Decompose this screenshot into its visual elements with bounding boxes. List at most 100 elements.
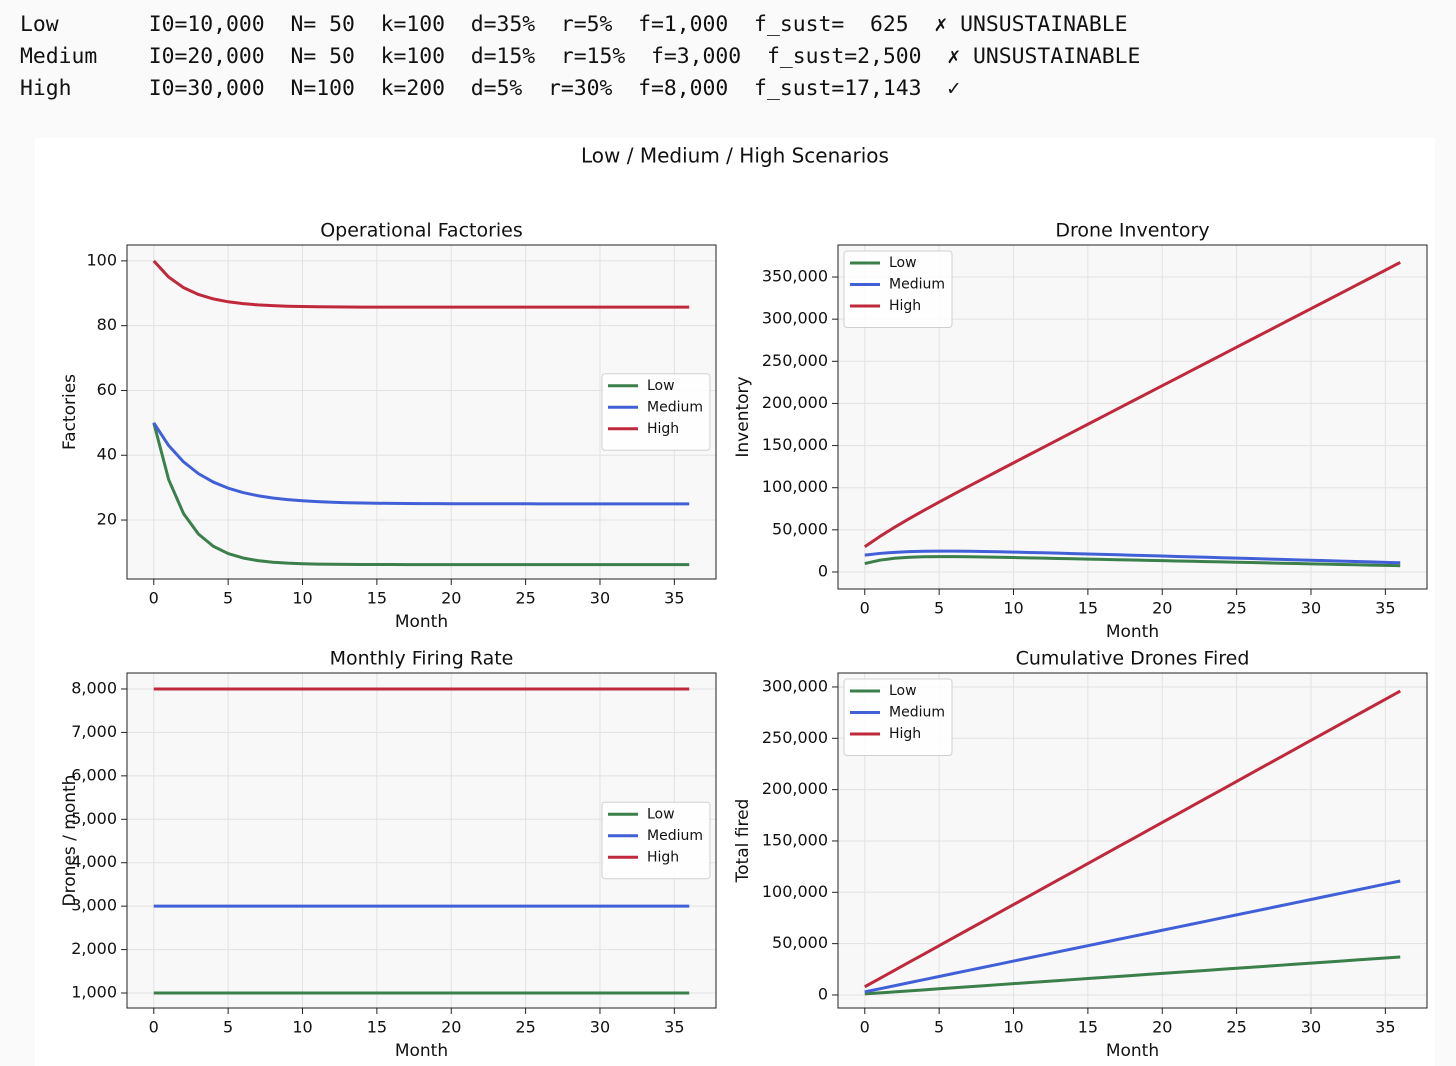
y-tick-label: 0 xyxy=(818,984,828,1003)
y-tick-label: 20 xyxy=(97,510,117,529)
y-tick-label: 250,000 xyxy=(762,351,828,370)
y-tick-label: 350,000 xyxy=(762,267,828,286)
x-tick-label: 35 xyxy=(1375,1018,1395,1037)
y-tick-label: 300,000 xyxy=(762,676,828,695)
plot-frame xyxy=(837,672,1428,1009)
x-tick-label: 0 xyxy=(860,599,870,618)
series-line xyxy=(864,555,1401,568)
figure-title: Low / Medium / High Scenarios xyxy=(581,144,889,168)
chart-title: Operational Factories xyxy=(320,220,523,242)
y-tick-label: 5,000 xyxy=(71,809,117,828)
plot-frame xyxy=(837,244,1428,590)
legend-label: High xyxy=(889,298,921,314)
y-tick-label: 200,000 xyxy=(762,393,828,412)
x-tick-label: 10 xyxy=(1003,599,1023,618)
x-tick-label: 10 xyxy=(292,1018,312,1037)
y-tick-label: 0 xyxy=(818,561,828,580)
x-tick-label: 5 xyxy=(934,599,944,618)
x-tick-label: 0 xyxy=(860,1018,870,1037)
y-tick-label: 8,000 xyxy=(71,678,117,697)
series-line xyxy=(864,689,1401,989)
x-tick-label: 25 xyxy=(515,589,535,608)
chart-title: Monthly Firing Rate xyxy=(330,648,514,670)
legend-box xyxy=(601,801,711,880)
x-tick-label: 35 xyxy=(1375,599,1395,618)
x-tick-label: 35 xyxy=(664,1018,684,1037)
legend-label: Medium xyxy=(647,399,703,415)
x-axis-label: Month xyxy=(1106,1041,1159,1061)
y-tick-label: 60 xyxy=(97,380,117,399)
x-tick-label: 10 xyxy=(1003,1018,1023,1037)
y-tick-label: 150,000 xyxy=(762,435,828,454)
x-axis-label: Month xyxy=(395,612,448,632)
legend: Low Medium High xyxy=(601,373,711,451)
plot-frame xyxy=(126,672,717,1009)
x-tick-label: 20 xyxy=(1152,1018,1172,1037)
x-tick-label: 0 xyxy=(149,589,159,608)
y-tick-label: 200,000 xyxy=(762,779,828,798)
x-tick-label: 15 xyxy=(1078,599,1098,618)
x-tick-label: 30 xyxy=(590,589,610,608)
x-tick-label: 15 xyxy=(367,589,387,608)
x-tick-label: 30 xyxy=(1301,1018,1321,1037)
legend-label: Medium xyxy=(889,277,945,293)
legend-label: High xyxy=(889,726,921,742)
y-axis-label: Drones / month xyxy=(60,775,80,907)
y-axis-label: Inventory xyxy=(733,376,753,457)
series-line xyxy=(864,955,1401,996)
legend: Low Medium High xyxy=(843,678,953,756)
x-tick-label: 20 xyxy=(441,589,461,608)
y-tick-label: 50,000 xyxy=(772,519,828,538)
x-axis-label: Month xyxy=(1106,622,1159,642)
x-tick-label: 25 xyxy=(1226,599,1246,618)
y-tick-label: 50,000 xyxy=(772,933,828,952)
legend: Low Medium High xyxy=(601,801,711,880)
y-tick-label: 7,000 xyxy=(71,722,117,741)
y-tick-label: 40 xyxy=(97,445,117,464)
legend-label: Medium xyxy=(889,705,945,721)
output-line: High I0=30,000 N=100 k=200 d=5% r=30% f=… xyxy=(20,76,961,101)
x-tick-label: 25 xyxy=(515,1018,535,1037)
x-tick-label: 15 xyxy=(367,1018,387,1037)
legend-label: Low xyxy=(647,378,675,394)
x-tick-label: 5 xyxy=(223,1018,233,1037)
x-tick-label: 15 xyxy=(1078,1018,1098,1037)
x-tick-label: 20 xyxy=(441,1018,461,1037)
x-axis-label: Month xyxy=(395,1041,448,1061)
y-tick-label: 3,000 xyxy=(71,896,117,915)
legend-label: Medium xyxy=(647,828,703,844)
legend-box xyxy=(843,678,953,756)
legend-label: High xyxy=(647,421,679,437)
legend-label: Low xyxy=(647,806,675,822)
series-line xyxy=(152,422,690,506)
x-tick-label: 10 xyxy=(292,589,312,608)
x-tick-label: 30 xyxy=(590,1018,610,1037)
y-tick-label: 250,000 xyxy=(762,728,828,747)
y-tick-label: 300,000 xyxy=(762,309,828,328)
series-line xyxy=(864,879,1401,994)
output-line: Low I0=10,000 N= 50 k=100 d=35% r=5% f=1… xyxy=(20,12,1128,37)
y-axis-label: Factories xyxy=(60,374,80,450)
y-tick-label: 100,000 xyxy=(762,882,828,901)
y-tick-label: 100 xyxy=(86,250,117,269)
x-tick-label: 0 xyxy=(149,1018,159,1037)
legend-label: Low xyxy=(889,255,917,271)
series-line xyxy=(152,259,690,309)
y-axis-label: Total fired xyxy=(733,799,753,884)
x-tick-label: 35 xyxy=(664,589,684,608)
x-tick-label: 5 xyxy=(223,589,233,608)
x-tick-label: 25 xyxy=(1226,1018,1246,1037)
y-tick-label: 100,000 xyxy=(762,477,828,496)
x-tick-label: 30 xyxy=(1301,599,1321,618)
y-tick-label: 1,000 xyxy=(71,983,117,1002)
x-tick-label: 5 xyxy=(934,1018,944,1037)
y-tick-label: 80 xyxy=(97,315,117,334)
series-line xyxy=(152,422,690,567)
output-line: Medium I0=20,000 N= 50 k=100 d=15% r=15%… xyxy=(20,44,1141,69)
y-tick-label: 150,000 xyxy=(762,830,828,849)
y-tick-label: 4,000 xyxy=(71,852,117,871)
chart-title: Cumulative Drones Fired xyxy=(1016,648,1250,670)
plot-frame xyxy=(126,244,717,580)
